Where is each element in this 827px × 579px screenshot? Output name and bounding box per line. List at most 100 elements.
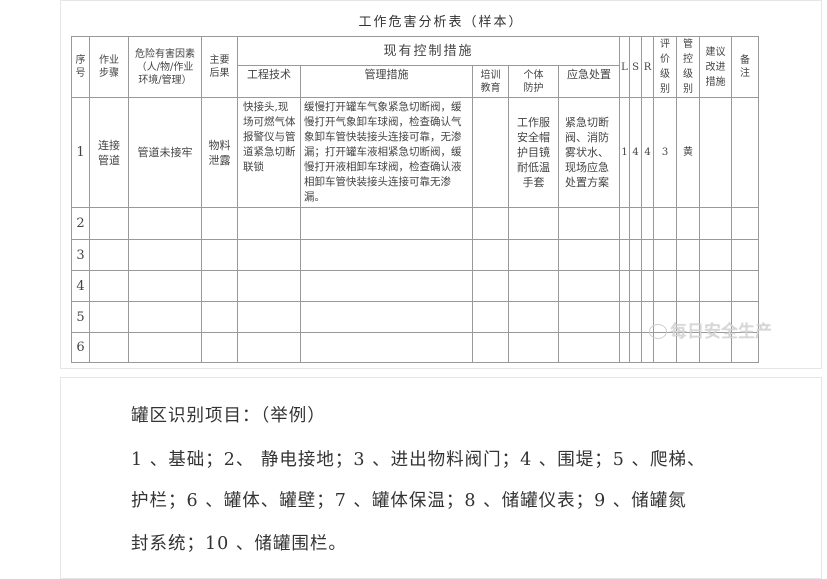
header-R: R [641, 36, 654, 98]
header-suggestion: 建议改进措施 [699, 36, 732, 98]
empty-cell [472, 332, 509, 363]
empty-cell [699, 270, 732, 302]
empty-cell [699, 207, 732, 240]
table-row: 4 [71, 270, 759, 302]
cell-seq: 3 [71, 239, 90, 271]
header-seq: 序号 [71, 36, 90, 98]
empty-cell [558, 301, 620, 333]
empty-cell [699, 301, 732, 333]
empty-cell [128, 332, 202, 363]
empty-cell [676, 270, 700, 302]
empty-cell [653, 270, 677, 302]
empty-cell [558, 270, 620, 302]
header-engineering: 工程技术 [237, 65, 301, 98]
empty-cell [508, 301, 559, 333]
cell-L: 1 [619, 97, 630, 208]
empty-cell [201, 301, 238, 333]
empty-cell [472, 270, 509, 302]
header-control-level: 管控级别 [676, 36, 700, 98]
header-S: S [629, 36, 642, 98]
empty-cell [237, 301, 301, 333]
hazard-table-panel: 工作危害分析表（样本） 序号 作业步骤 危险有害因素（人/物/作业环境/管理） … [60, 0, 822, 369]
cell-S: 4 [629, 97, 642, 208]
empty-cell [508, 332, 559, 363]
table-row: 2 [71, 207, 759, 240]
empty-cell [237, 207, 301, 240]
empty-cell [237, 239, 301, 271]
cell-seq: 4 [71, 270, 90, 302]
empty-cell [629, 301, 642, 333]
wechat-icon [649, 324, 667, 339]
empty-cell [508, 239, 559, 271]
empty-cell [619, 239, 630, 271]
empty-cell [731, 207, 759, 240]
empty-cell [89, 270, 129, 302]
empty-cell [201, 332, 238, 363]
empty-cell [128, 301, 202, 333]
cell-control-level: 黄 [676, 97, 700, 208]
cell-seq: 1 [71, 97, 90, 208]
empty-cell [300, 270, 473, 302]
watermark: 每日安全生产 [649, 317, 772, 342]
empty-cell [731, 270, 759, 302]
empty-cell [653, 207, 677, 240]
empty-cell [641, 239, 654, 271]
empty-cell [472, 239, 509, 271]
header-consequence: 主要后果 [201, 36, 238, 98]
empty-cell [629, 332, 642, 363]
empty-cell [128, 239, 202, 271]
empty-cell [558, 332, 620, 363]
empty-cell [731, 332, 759, 363]
empty-cell [641, 207, 654, 240]
empty-cell [676, 239, 700, 271]
cell-seq: 2 [71, 207, 90, 240]
empty-cell [619, 301, 630, 333]
header-training: 培训教育 [472, 65, 509, 98]
cell-seq: 6 [71, 332, 90, 363]
empty-cell [89, 332, 129, 363]
empty-cell [128, 270, 202, 302]
empty-cell [699, 332, 732, 363]
header-ppe: 个体防护 [508, 65, 559, 98]
empty-cell [731, 239, 759, 271]
empty-cell [629, 239, 642, 271]
cell-ppe: 工作服安全帽护目镜耐低温手套 [508, 97, 559, 208]
cell-management: 缓慢打开罐车气象紧急切断阀，缓慢打开气象卸车球阀，检查确认气象卸车管快装接头连接… [300, 97, 473, 208]
empty-cell [89, 207, 129, 240]
empty-cell [300, 332, 473, 363]
empty-cell [237, 270, 301, 302]
empty-cell [201, 239, 238, 271]
header-rating: 评价级别 [653, 36, 677, 98]
tank-line: 封系统；10 、储罐围栏。 [131, 534, 347, 554]
header-hazard: 危险有害因素（人/物/作业环境/管理） [128, 36, 202, 98]
cell-consequence: 物料泄露 [201, 97, 238, 208]
empty-cell [619, 207, 630, 240]
cell-suggestion [699, 97, 732, 208]
cell-hazard: 管道未接牢 [128, 97, 202, 208]
table-row: 5 [71, 301, 759, 333]
empty-cell [508, 270, 559, 302]
empty-cell [300, 207, 473, 240]
table-row: 3 [71, 239, 759, 271]
empty-cell [676, 207, 700, 240]
header-controls: 现有控制措施 [237, 35, 620, 67]
watermark-text: 每日安全生产 [670, 322, 772, 342]
cell-rating: 3 [653, 97, 677, 208]
empty-cell [201, 270, 238, 302]
empty-cell [629, 270, 642, 302]
empty-cell [508, 207, 559, 240]
empty-cell [619, 270, 630, 302]
tank-heading: 罐区识别项目：（举例） [131, 406, 326, 426]
empty-cell [300, 301, 473, 333]
cell-training [472, 97, 509, 208]
cell-seq: 5 [71, 301, 90, 333]
cell-step: 连接管道 [89, 97, 129, 208]
empty-cell [472, 301, 509, 333]
cell-remarks [731, 97, 759, 208]
empty-cell [558, 207, 620, 240]
empty-cell [619, 332, 630, 363]
empty-cell [89, 239, 129, 271]
empty-cell [629, 207, 642, 240]
empty-cell [641, 270, 654, 302]
hazard-analysis-table: 序号 作业步骤 危险有害因素（人/物/作业环境/管理） 主要后果 现有控制措施 … [71, 35, 759, 363]
